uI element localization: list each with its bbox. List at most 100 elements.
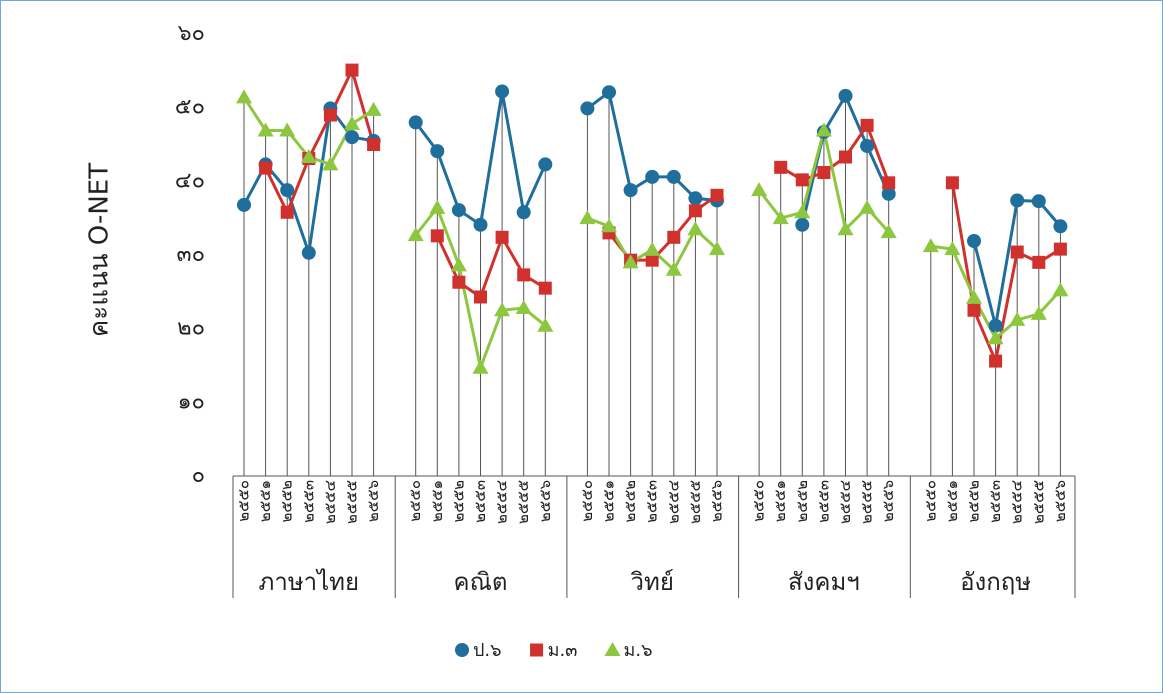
point [946, 176, 959, 189]
x-tick-label: ๒๕๕๕ [1029, 480, 1047, 524]
group-label: คณิต [454, 568, 508, 596]
point [839, 89, 853, 103]
point [1053, 219, 1067, 233]
x-tick-label: ๒๕๕๑ [428, 480, 446, 522]
chart: คะแนน O-NET ๐๑๐๒๐๓๐๔๐๕๐๖๐๒๕๕๐๒๕๕๑๒๕๕๒๒๕๕… [0, 0, 1163, 693]
x-tick-label: ๒๕๕๑ [600, 480, 618, 522]
point [861, 119, 874, 132]
point [795, 218, 809, 232]
point [324, 109, 337, 122]
point [367, 138, 380, 151]
x-tick-label: ๒๕๕๓ [471, 480, 489, 523]
x-tick-label: ๒๕๕๐ [921, 480, 939, 522]
x-tick-label: ๒๕๕๓ [814, 480, 832, 523]
point [1010, 193, 1024, 207]
x-tick-label: ๒๕๕๒ [621, 480, 639, 522]
y-tick-label: ๓๐ [177, 242, 205, 267]
point [667, 170, 681, 184]
point [602, 85, 616, 99]
group-label: สังคมฯ [788, 568, 860, 596]
point [517, 268, 530, 281]
point [302, 246, 316, 260]
group-label: วิทย์ [630, 568, 674, 596]
point [1011, 246, 1024, 259]
x-tick-label: ๒๕๕๐ [578, 480, 596, 522]
x-tick-label: ๒๕๕๐ [235, 480, 253, 522]
point [455, 643, 469, 657]
x-tick-label: ๒๕๕๖ [364, 480, 382, 522]
x-tick-label: ๒๕๕๕ [686, 480, 704, 524]
legend-label: ม.๓ [548, 640, 578, 661]
point [539, 282, 552, 295]
point [796, 173, 809, 186]
x-tick-label: ๒๕๕๒ [278, 480, 296, 522]
legend-label: ป.๖ [473, 640, 502, 661]
point [517, 205, 531, 219]
point [624, 183, 638, 197]
x-tick-label: ๒๕๕๒ [965, 480, 983, 522]
x-tick-label: ๒๕๕๖ [879, 480, 897, 522]
point [495, 84, 509, 98]
point [530, 644, 543, 657]
x-tick-label: ๒๕๕๓ [299, 480, 317, 523]
point [452, 203, 466, 217]
point [774, 161, 787, 174]
point [817, 166, 830, 179]
y-tick-label: ๒๐ [177, 316, 205, 341]
x-tick-label: ๒๕๕๑ [943, 480, 961, 522]
x-tick-label: ๒๕๕๓ [643, 480, 661, 523]
point [860, 139, 874, 153]
x-tick-label: ๒๕๕๑ [771, 480, 789, 522]
legend-label: ม.๖ [623, 640, 652, 661]
point [259, 162, 272, 175]
point [474, 290, 487, 303]
x-tick-label: ๒๕๕๔ [493, 480, 511, 524]
point [345, 130, 359, 144]
x-tick-label: ๒๕๕๒ [449, 480, 467, 522]
point [882, 176, 895, 189]
x-tick-label: ๒๕๕๔ [664, 480, 682, 524]
x-tick-label: ๒๕๕๖ [1051, 480, 1069, 522]
point [409, 115, 423, 129]
point [496, 231, 509, 244]
point [1054, 243, 1067, 256]
x-tick-label: ๒๕๕๔ [1008, 480, 1026, 524]
point [430, 144, 444, 158]
point [431, 229, 444, 242]
point [452, 276, 465, 289]
x-tick-label: ๒๕๕๐ [750, 480, 768, 522]
x-tick-label: ๒๕๕๒ [793, 480, 811, 522]
point [281, 206, 294, 219]
x-tick-label: ๒๕๕๑ [256, 480, 274, 522]
y-tick-label: ๕๐ [175, 95, 205, 120]
point [667, 231, 680, 244]
x-tick-label: ๒๕๕๐ [406, 480, 424, 522]
x-tick-label: ๒๕๕๓ [986, 480, 1004, 523]
x-tick-label: ๒๕๕๖ [708, 480, 726, 522]
point [346, 64, 359, 77]
point [538, 157, 552, 171]
point [1032, 194, 1046, 208]
point [839, 151, 852, 164]
y-axis-title: คะแนน O-NET [85, 163, 115, 337]
point [580, 101, 594, 115]
point [1032, 256, 1045, 269]
x-tick-label: ๒๕๕๔ [836, 480, 854, 524]
point [237, 198, 251, 212]
x-tick-label: ๒๕๕๔ [321, 480, 339, 524]
y-tick-label: ๔๐ [175, 168, 205, 193]
y-tick-label: ๐ [192, 463, 205, 488]
y-tick-label: ๖๐ [178, 21, 205, 46]
point [967, 234, 981, 248]
point [280, 183, 294, 197]
x-tick-label: ๒๕๕๖ [536, 480, 554, 522]
x-tick-label: ๒๕๕๕ [343, 480, 361, 524]
point [645, 170, 659, 184]
x-tick-label: ๒๕๕๕ [858, 480, 876, 524]
point [689, 204, 702, 217]
group-label: ภาษาไทย [259, 568, 360, 596]
group-label: อังกฤษ [960, 568, 1031, 596]
point [968, 304, 981, 317]
point [711, 189, 724, 202]
point [474, 218, 488, 232]
